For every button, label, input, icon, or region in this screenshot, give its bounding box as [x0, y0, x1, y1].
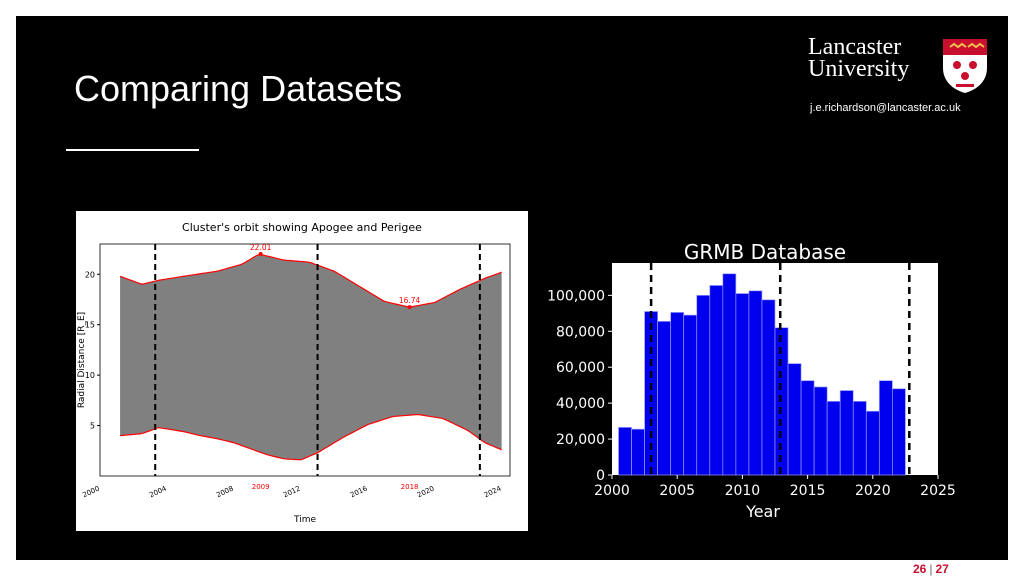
plot-frame	[99, 243, 511, 477]
grmb-chart-svg: GRMB Database 0 20,000 40,000 60,000 80,000 10…	[528, 234, 968, 526]
slide: Comparing Datasets Lancaster University …	[16, 16, 1008, 560]
grmb-chart: GRMB Database 0 20,000 40,000 60,000 80,000 10…	[528, 234, 968, 526]
x-tick-label: 2020	[416, 485, 436, 500]
logo-wordmark: Lancaster University	[808, 34, 910, 82]
annotation-label: 22.01	[250, 243, 272, 252]
x-tick-label: 2025	[920, 483, 956, 499]
annotation-year-label: 2009	[252, 483, 270, 491]
chart-title: Cluster's orbit showing Apogee and Perig…	[182, 221, 422, 234]
bar-2018	[839, 390, 854, 476]
y-tick-label: 10	[85, 371, 95, 380]
bar-2019	[852, 400, 867, 476]
y-tick-label: 20,000	[556, 432, 605, 448]
bar-2016	[813, 386, 828, 476]
x-tick-label: 2000	[594, 483, 630, 499]
y-tick-label: 40,000	[556, 396, 605, 412]
bar-2022	[892, 388, 906, 476]
bar-2004	[657, 321, 672, 476]
x-tick-label: 2020	[855, 483, 891, 499]
x-tick-label: 2015	[790, 483, 826, 499]
y-tick-label: 15	[85, 321, 95, 330]
x-tick-label: 2016	[349, 484, 369, 499]
logo-line-1: Lancaster	[808, 34, 902, 60]
x-tick-label: 2012	[282, 485, 302, 500]
annotation-point	[407, 305, 412, 310]
bar-2014	[787, 363, 802, 476]
bar-2002	[631, 428, 645, 476]
y-tick-label: 20	[85, 270, 95, 279]
title-underline	[66, 149, 199, 151]
page-number: 26 | 27	[913, 562, 949, 576]
bar-2001	[618, 427, 632, 476]
x-axis-label: Year	[745, 502, 780, 521]
page-current: 26	[913, 562, 927, 576]
bar-2013	[774, 327, 789, 476]
orbit-chart: Cluster's orbit showing Apogee and Perig…	[76, 211, 528, 531]
bar-2005	[670, 312, 685, 476]
bar-2006	[683, 314, 698, 476]
y-tick-label: 80,000	[556, 324, 605, 340]
x-tick-label: 2000	[81, 485, 101, 500]
orbit-chart-svg: Cluster's orbit showing Apogee and Perig…	[77, 221, 511, 525]
annotation-label: 16.74	[399, 296, 421, 305]
apogee-line	[119, 253, 502, 308]
university-logo: Lancaster University	[808, 34, 992, 100]
y-tick-label: 60,000	[556, 360, 605, 376]
bar-2007	[696, 294, 711, 476]
bar-2020	[865, 410, 880, 476]
logo-line-2: University	[808, 56, 910, 82]
chart-title: GRMB Database	[684, 240, 846, 264]
annotation-year-label: 2018	[401, 483, 419, 491]
y-tick-label: 100,000	[547, 288, 605, 304]
y-tick-label: 0	[596, 468, 605, 484]
page-title: Comparing Datasets	[74, 68, 403, 109]
bar-2021	[878, 380, 893, 476]
x-tick-label: 2008	[215, 485, 235, 500]
bar-2011	[748, 290, 763, 476]
page-total: 27	[935, 562, 949, 576]
x-tick-label: 2010	[725, 483, 761, 499]
bar-2010	[735, 293, 750, 476]
x-tick-label: 2004	[148, 484, 168, 499]
y-axis-label: Radial Distance [R_E]	[77, 312, 87, 408]
perigee-line	[120, 414, 502, 461]
bar-2009	[722, 273, 737, 476]
page-separator: |	[929, 562, 933, 576]
crest-icon	[943, 39, 987, 93]
bar-2017	[826, 400, 841, 476]
bar-2015	[800, 380, 815, 476]
bar-2012	[761, 299, 776, 476]
contact-email: j.e.richardson@lancaster.ac.uk	[810, 102, 961, 114]
x-axis-label: Time	[293, 515, 316, 525]
annotation-point	[258, 251, 263, 256]
y-tick-label: 5	[90, 422, 95, 431]
x-tick-label: 2024	[483, 484, 503, 499]
bar-2008	[709, 285, 724, 476]
x-tick-label: 2005	[659, 483, 695, 499]
orbit-fill-area	[120, 254, 502, 460]
